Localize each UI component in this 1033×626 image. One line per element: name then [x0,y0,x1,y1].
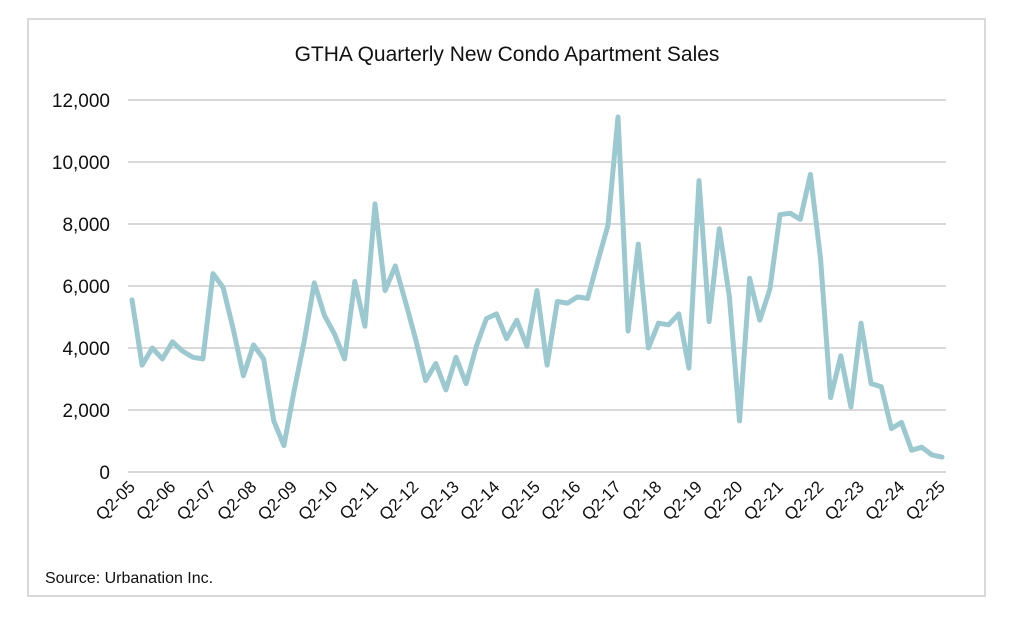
gridlines [128,99,946,473]
x-tick-label: Q2-07 [173,477,220,524]
x-tick-label: Q2-12 [375,477,422,524]
series-line [129,114,945,460]
x-axis-ticks: Q2-05Q2-06Q2-07Q2-08Q2-09Q2-10Q2-11Q2-12… [92,477,949,524]
x-tick-label: Q2-16 [537,477,584,524]
y-tick-label: 6,000 [62,277,110,298]
x-tick-label: Q2-25 [902,477,949,524]
x-tick-label: Q2-21 [740,477,787,524]
x-tick-label: Q2-08 [213,477,260,524]
x-tick-label: Q2-24 [861,477,908,524]
x-tick-label: Q2-09 [254,477,301,524]
y-tick-label: 12,000 [52,91,110,112]
x-tick-label: Q2-11 [336,477,382,523]
x-tick-label: Q2-22 [780,477,827,524]
y-tick-label: 8,000 [62,215,110,236]
x-tick-label: Q2-10 [294,477,341,524]
y-tick-label: 0 [99,463,110,484]
x-tick-label: Q2-15 [497,477,544,524]
x-tick-label: Q2-13 [416,477,463,524]
x-tick-label: Q2-20 [699,477,746,524]
chart-title: GTHA Quarterly New Condo Apartment Sales [295,43,720,66]
x-tick-label: Q2-23 [821,477,868,524]
x-tick-label: Q2-14 [456,477,503,524]
x-tick-label: Q2-18 [618,477,665,524]
x-tick-label: Q2-06 [132,477,179,524]
y-axis-ticks: 0 2,000 4,000 6,000 8,000 10,000 12,000 [52,91,110,484]
x-tick-label: Q2-19 [659,477,706,524]
y-tick-label: 10,000 [52,153,110,174]
x-tick-label: Q2-05 [92,477,139,524]
y-tick-label: 4,000 [62,339,110,360]
series-layer [129,114,945,460]
y-tick-label: 2,000 [62,401,110,422]
source-note: Source: Urbanation Inc. [45,570,213,587]
x-tick-label: Q2-17 [578,477,625,524]
